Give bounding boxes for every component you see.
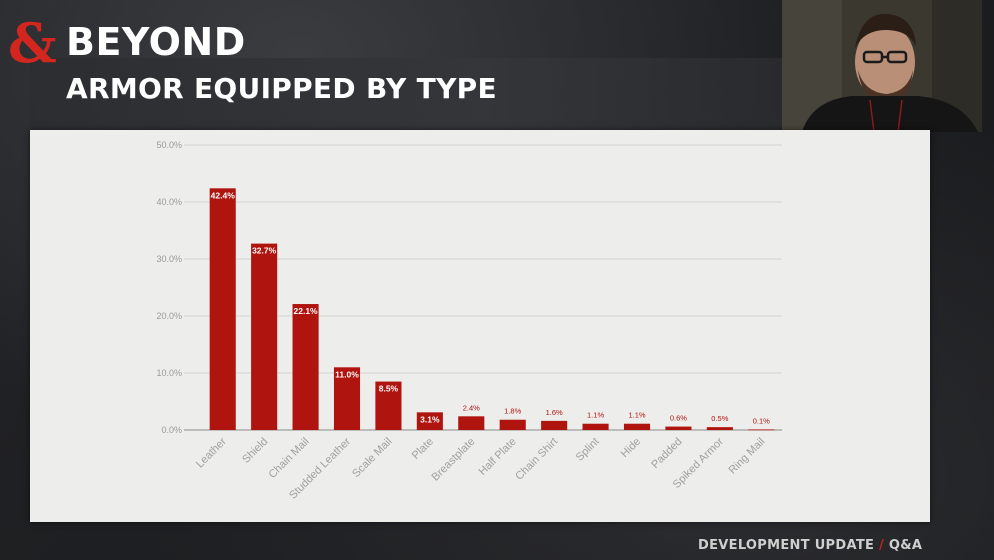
x-tick-label: Splint: [574, 436, 602, 464]
data-label: 0.1%: [753, 416, 770, 425]
data-label: 32.7%: [252, 246, 277, 256]
data-label: 1.6%: [546, 408, 563, 417]
bar: [541, 420, 568, 430]
data-label: 42.4%: [211, 190, 236, 200]
slide-title: ARMOR EQUIPPED BY TYPE: [66, 72, 497, 105]
bar: [499, 419, 526, 430]
bar: [209, 188, 236, 430]
bar: [748, 429, 775, 431]
bar: [375, 381, 402, 430]
armor-bar-chart: 0.0% 10.0% 20.0% 30.0% 40.0% 50.0% 42.4% Leathe…: [156, 140, 782, 502]
dnd-beyond-logo: & BEYOND: [6, 14, 246, 70]
brand-name: BEYOND: [66, 20, 246, 64]
chart-paper: 0.0% 10.0% 20.0% 30.0% 40.0% 50.0% 42.4% Leathe…: [30, 130, 930, 522]
x-tick-label: Chain Shirt: [513, 436, 560, 483]
data-label: 2.4%: [463, 403, 480, 412]
data-label: 22.1%: [294, 306, 319, 316]
data-label: 1.8%: [504, 407, 521, 416]
bar: [251, 243, 278, 430]
x-tick-label: Leather: [194, 435, 229, 470]
data-label: 0.6%: [670, 414, 687, 423]
header-band: [30, 58, 790, 136]
data-label: 3.1%: [420, 414, 440, 424]
y-tick-label: 20.0%: [156, 311, 182, 321]
data-label: 11.0%: [335, 369, 359, 379]
y-tick-label: 10.0%: [156, 368, 182, 378]
data-label: 8.5%: [379, 384, 399, 394]
x-tick-label: Plate: [410, 436, 436, 462]
data-label: 0.5%: [711, 414, 728, 423]
x-tick-label: Half Plate: [477, 436, 519, 478]
webcam-feed: [782, 0, 982, 132]
presenter-video-icon: [782, 0, 982, 132]
y-tick-label: 30.0%: [156, 254, 182, 264]
bar: [665, 426, 692, 430]
y-tick-label: 0.0%: [161, 425, 182, 435]
ampersand-dragon-icon: &: [8, 14, 57, 70]
x-tick-label: Breastplate: [430, 436, 478, 484]
y-tick-label: 50.0%: [156, 140, 182, 150]
footer-separator: /: [879, 538, 885, 553]
bar: [582, 423, 609, 430]
footer-caption: DEVELOPMENT UPDATE / Q&A: [698, 538, 922, 553]
data-label: 1.1%: [587, 411, 604, 420]
x-tick-label: Hide: [619, 436, 643, 460]
y-tick-label: 40.0%: [156, 197, 182, 207]
bar: [292, 304, 319, 430]
bar: [623, 423, 651, 430]
svg-text:&: &: [8, 14, 57, 70]
bar: [458, 416, 485, 430]
bar: [416, 412, 443, 430]
bar: [706, 427, 733, 430]
x-tick-label: Shield: [240, 436, 270, 466]
bar: [333, 367, 361, 430]
footer-right-text: Q&A: [888, 538, 923, 553]
footer-left-text: DEVELOPMENT UPDATE: [698, 538, 875, 553]
data-label: 1.1%: [628, 411, 645, 420]
x-tick-label: Padded: [649, 436, 684, 471]
x-tick-label: Ring Mail: [726, 436, 767, 477]
x-tick-label: Scale Mail: [350, 436, 394, 480]
